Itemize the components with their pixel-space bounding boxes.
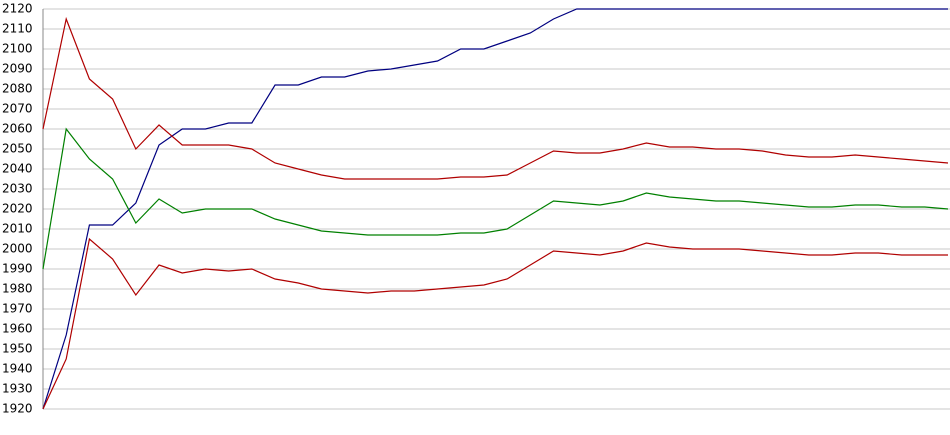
y-tick-label: 2000 [2,242,33,256]
y-tick-label: 2070 [2,102,33,116]
y-tick-label: 1990 [2,262,33,276]
series-line [42,16,949,180]
y-tick-label: 2110 [2,22,33,36]
y-tick-label: 1930 [2,382,33,396]
series-line [42,8,948,410]
y-tick-label: 2030 [2,182,33,196]
y-tick-label: 2020 [2,202,33,216]
y-tick-label: 1980 [2,282,33,296]
y-tick-label: 1920 [2,402,33,416]
y-tick-label: 1950 [2,342,33,356]
y-tick-label: 1970 [2,302,33,316]
y-tick-label: 2040 [2,162,33,176]
y-tick-label: 1940 [2,362,33,376]
series-line [42,127,949,270]
y-tick-label: 2080 [2,82,33,96]
y-tick-label: 2120 [2,2,33,16]
y-tick-label: 2050 [2,142,33,156]
y-tick-label: 2060 [2,122,33,136]
y-tick-label: 2100 [2,42,33,56]
y-tick-label: 2090 [2,62,33,76]
y-tick-label: 2010 [2,222,33,236]
y-tick-label: 1960 [2,322,33,336]
series-line [42,237,948,410]
